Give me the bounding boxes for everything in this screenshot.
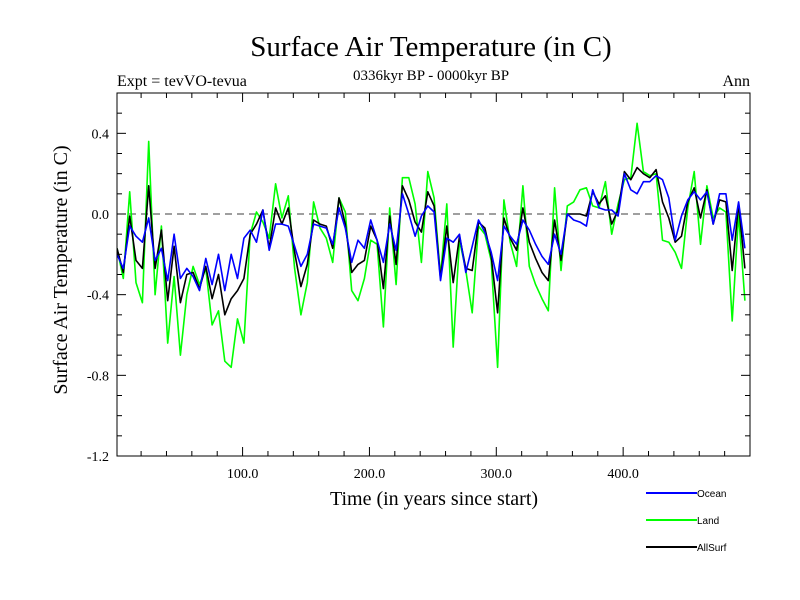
x-axis-label: Time (in years since start): [330, 488, 538, 510]
legend: Ocean Land AllSurf: [646, 489, 727, 554]
chart-subtitle: 0336kyr BP - 0000kyr BP: [353, 68, 509, 84]
x-tick-label: 200.0: [354, 467, 386, 482]
series-layer: [117, 122, 746, 369]
x-tick-label: 100.0: [227, 467, 259, 482]
expt-label: Expt = tevVO-tevua: [117, 73, 247, 90]
y-tick-label: 0.4: [92, 127, 110, 142]
chart-title: Surface Air Temperature (in C): [250, 31, 611, 63]
season-label: Ann: [722, 73, 750, 90]
y-axis-label: Surface Air Temperature (in C): [50, 145, 72, 394]
legend-label-allsurf: AllSurf: [697, 543, 727, 554]
legend-label-land: Land: [697, 516, 719, 527]
y-tick-label: -1.2: [87, 450, 109, 465]
series-line-ocean: [117, 172, 746, 292]
y-tick-label: -0.4: [87, 289, 109, 304]
axis-layer: 100.0 200.0 300.0 400.0 -1.2 -0.8 -0.4 0.0 0.4: [87, 93, 750, 482]
x-tick-label: 300.0: [481, 467, 513, 482]
legend-label-ocean: Ocean: [697, 489, 726, 500]
series-line-land: [117, 122, 746, 369]
y-tick-label: -0.8: [87, 369, 109, 384]
series-line-allsurf: [117, 166, 746, 316]
x-tick-label: 400.0: [607, 467, 639, 482]
y-tick-label: 0.0: [92, 208, 110, 223]
plot-frame: [116, 92, 751, 457]
